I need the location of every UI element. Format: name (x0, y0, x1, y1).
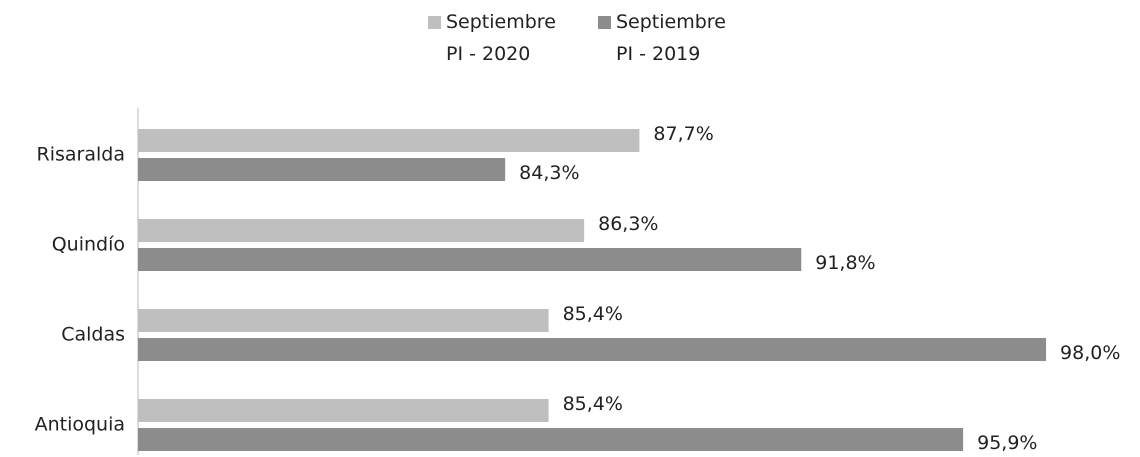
y-tick-label: Antioquia (35, 414, 125, 436)
data-label: 87,7% (653, 123, 713, 145)
bar (138, 309, 549, 332)
data-label: 84,3% (519, 162, 579, 184)
bar (138, 399, 549, 422)
y-tick-label: Risaralda (37, 144, 125, 166)
bar (138, 219, 585, 242)
y-tick-label: Caldas (61, 324, 125, 346)
bar (138, 428, 964, 451)
bar (138, 338, 1047, 361)
bar (138, 248, 802, 271)
legend-swatch (428, 16, 441, 29)
bar (138, 129, 640, 152)
bar (138, 158, 506, 181)
data-label: 85,4% (563, 303, 623, 325)
legend-label: Septiembre PI - 2020 (446, 11, 556, 65)
legend-item: Septiembre PI - 2020 (428, 6, 576, 70)
y-tick-label: Quindío (52, 234, 125, 256)
legend-swatch (598, 16, 611, 29)
legend-item: Septiembre PI - 2019 (598, 6, 746, 70)
data-label: 98,0% (1060, 342, 1120, 364)
legend-label: Septiembre PI - 2019 (616, 11, 726, 65)
data-label: 91,8% (815, 252, 875, 274)
data-label: 86,3% (598, 213, 658, 235)
data-label: 95,9% (977, 432, 1037, 454)
data-label: 85,4% (563, 393, 623, 415)
